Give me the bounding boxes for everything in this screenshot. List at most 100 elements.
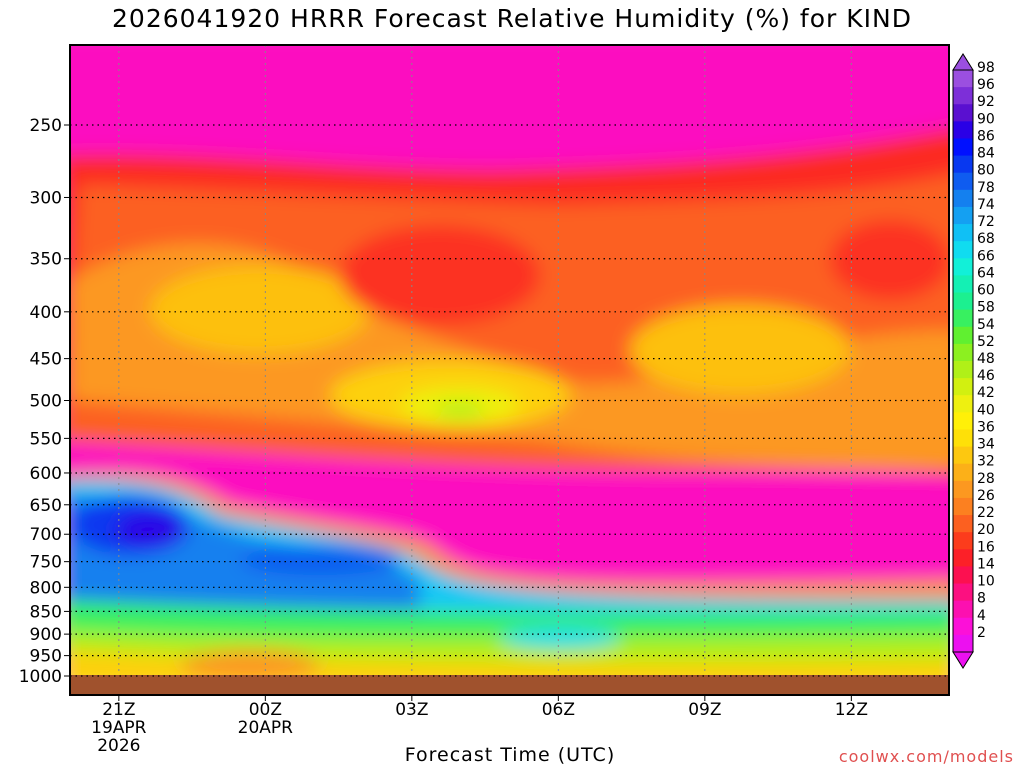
colorbar-swatch-24 xyxy=(953,480,973,499)
colorbar-swatch-19 xyxy=(953,395,973,413)
x-tick-label-4-0: 09Z xyxy=(688,700,721,720)
y-tick-label-300: 300 xyxy=(30,188,62,208)
y-tick-label-550: 550 xyxy=(30,429,62,449)
colorbar-swatch-12 xyxy=(953,275,973,294)
colorbar: 9896929086848078747268666460585452484642… xyxy=(952,53,995,669)
pressure-grid xyxy=(70,124,949,677)
x-tick-label-1-0: 00Z xyxy=(249,700,282,720)
colorbar-label-40: 40 xyxy=(977,402,995,418)
colorbar-label-84: 84 xyxy=(977,146,995,162)
colorbar-label-52: 52 xyxy=(977,334,995,350)
colorbar-label-54: 54 xyxy=(977,317,995,333)
colorbar-label-42: 42 xyxy=(977,385,995,401)
colorbar-label-96: 96 xyxy=(977,77,995,93)
colorbar-swatch-14 xyxy=(953,309,973,328)
colorbar-bottom-arrow xyxy=(952,651,974,669)
colorbar-swatch-22 xyxy=(953,446,973,465)
colorbar-label-78: 78 xyxy=(977,180,995,196)
colorbar-swatch-3 xyxy=(953,121,973,139)
rh-field xyxy=(70,45,949,675)
colorbar-swatch-33 xyxy=(953,634,973,653)
colorbar-label-58: 58 xyxy=(977,300,995,316)
colorbar-swatch-15 xyxy=(953,326,973,345)
y-tick-label-350: 350 xyxy=(30,250,62,270)
colorbar-label-32: 32 xyxy=(977,454,995,470)
colorbar-swatch-10 xyxy=(953,241,973,259)
y-tick-label-850: 850 xyxy=(30,602,62,622)
x-tick-label-0-2: 2026 xyxy=(97,736,140,756)
colorbar-label-26: 26 xyxy=(977,488,995,504)
colorbar-swatch-20 xyxy=(953,412,973,430)
colorbar-label-66: 66 xyxy=(977,248,995,264)
colorbar-label-28: 28 xyxy=(977,471,995,487)
y-tick-label-600: 600 xyxy=(30,464,62,484)
colorbar-label-64: 64 xyxy=(977,265,995,281)
plot-frame xyxy=(69,44,950,696)
colorbar-label-36: 36 xyxy=(977,419,995,435)
colorbar-label-16: 16 xyxy=(977,539,995,555)
colorbar-swatch-4 xyxy=(953,138,973,157)
colorbar-label-98: 98 xyxy=(977,60,995,76)
y-tick-label-700: 700 xyxy=(30,525,62,545)
colorbar-label-4: 4 xyxy=(977,608,986,624)
colorbar-label-2: 2 xyxy=(977,625,986,641)
colorbar-swatch-2 xyxy=(953,104,973,122)
colorbar-swatch-31 xyxy=(953,600,973,619)
colorbar-label-10: 10 xyxy=(977,574,995,590)
y-tick-label-250: 250 xyxy=(30,116,62,136)
y-tick-label-400: 400 xyxy=(30,303,62,323)
colorbar-swatch-23 xyxy=(953,463,973,482)
colorbar-label-90: 90 xyxy=(977,111,995,127)
colorbar-swatch-8 xyxy=(953,206,973,225)
x-tick-label-0-0: 21Z xyxy=(102,700,135,720)
colorbar-swatch-7 xyxy=(953,189,973,208)
y-tick-label-800: 800 xyxy=(30,578,62,598)
colorbar-swatch-30 xyxy=(953,583,973,602)
y-axis-ticks: 250 300 350 400 450 500 550 600 650 700 750 800 850 9… xyxy=(19,116,70,687)
x-tick-label-0-1: 19APR xyxy=(91,718,147,738)
colorbar-swatch-32 xyxy=(953,617,973,636)
colorbar-top-arrow xyxy=(952,53,974,71)
colorbar-label-74: 74 xyxy=(977,197,995,213)
colorbar-swatch-18 xyxy=(953,378,973,396)
colorbar-label-72: 72 xyxy=(977,214,995,230)
colorbar-label-68: 68 xyxy=(977,231,995,247)
x-tick-label-2-0: 03Z xyxy=(395,700,428,720)
y-tick-label-1000: 1000 xyxy=(19,667,62,687)
credit-text: coolwx.com/models xyxy=(838,747,1014,766)
colorbar-label-92: 92 xyxy=(977,94,995,110)
y-tick-label-750: 750 xyxy=(30,553,62,573)
y-tick-label-900: 900 xyxy=(30,625,62,645)
colorbar-swatch-5 xyxy=(953,155,973,174)
colorbar-swatch-27 xyxy=(953,532,973,550)
colorbar-swatch-25 xyxy=(953,497,973,516)
colorbar-swatch-17 xyxy=(953,361,973,379)
ground-surface xyxy=(70,675,949,695)
colorbar-swatch-26 xyxy=(953,515,973,533)
colorbar-swatch-21 xyxy=(953,429,973,448)
colorbar-swatch-1 xyxy=(953,87,973,105)
x-tick-label-3-0: 06Z xyxy=(542,700,575,720)
colorbar-label-20: 20 xyxy=(977,522,995,538)
colorbar-frame xyxy=(952,69,974,653)
y-tick-label-500: 500 xyxy=(30,392,62,412)
colorbar-label-86: 86 xyxy=(977,128,995,144)
x-axis-title: Forecast Time (UTC) xyxy=(404,744,616,766)
chart-title: 2026041920 HRRR Forecast Relative Humidi… xyxy=(112,4,912,33)
colorbar-label-22: 22 xyxy=(977,505,995,521)
colorbar-label-8: 8 xyxy=(977,591,986,607)
y-tick-label-450: 450 xyxy=(30,350,62,370)
colorbar-swatch-6 xyxy=(953,172,973,191)
colorbar-label-34: 34 xyxy=(977,437,995,453)
colorbar-swatch-0 xyxy=(953,70,973,88)
y-tick-label-950: 950 xyxy=(30,647,62,667)
colorbar-label-80: 80 xyxy=(977,163,995,179)
x-tick-label-1-1: 20APR xyxy=(238,718,294,738)
y-tick-label-650: 650 xyxy=(30,496,62,516)
colorbar-swatch-11 xyxy=(953,258,973,276)
colorbar-label-48: 48 xyxy=(977,351,995,367)
colorbar-swatch-13 xyxy=(953,292,973,311)
colorbar-label-14: 14 xyxy=(977,556,995,572)
